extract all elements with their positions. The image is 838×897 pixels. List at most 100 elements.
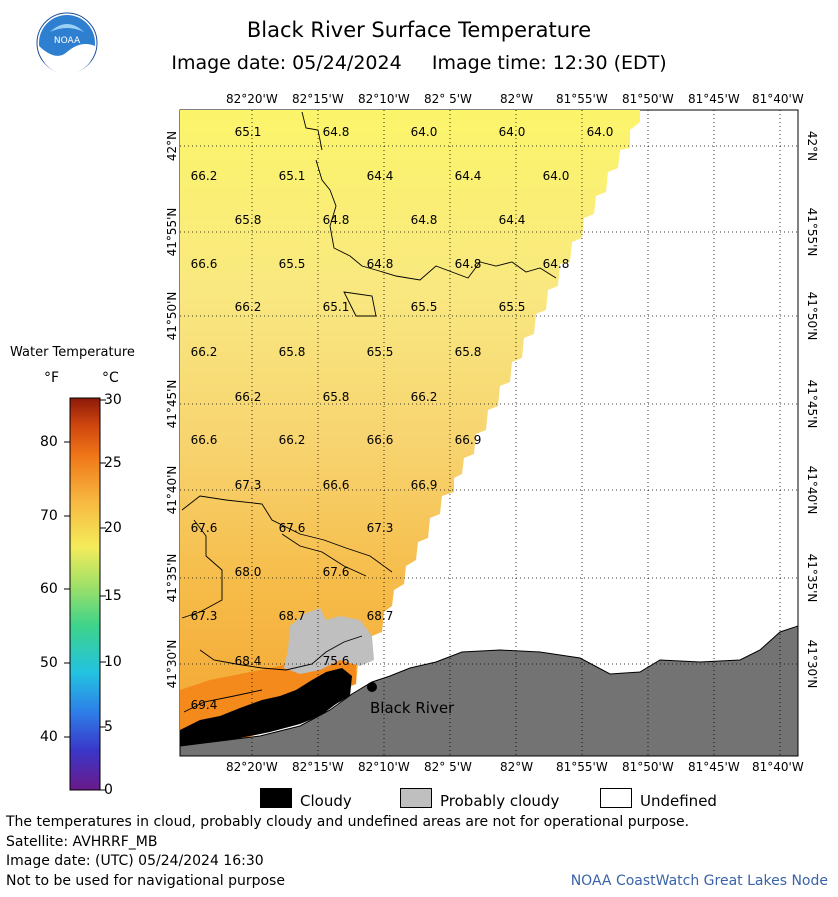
temperature-label: 66.2 [235,390,262,404]
lat-label-left: 41°55'N [165,207,179,257]
lat-label-left: 41°40'N [165,465,179,515]
graticule [180,110,798,756]
temperature-label: 66.9 [455,433,482,447]
temperature-label: 64.0 [543,169,570,183]
land-area [180,625,798,756]
lat-label-left: 41°35'N [165,553,179,603]
temperature-label: 65.8 [235,213,262,227]
lon-label-bottom: 81°45'W [688,760,740,774]
place-label-black-river: Black River [370,699,455,717]
lon-label-top: 82°10'W [358,92,410,106]
lon-label-bottom: 82° 5'W [424,760,472,774]
temperature-label: 65.5 [367,345,394,359]
key-undefined-label: Undefined [640,792,717,810]
cloudy-area [180,668,352,752]
legend-f-tick: 60 [40,581,58,597]
legend-c-tick: 15 [104,588,122,604]
temperature-label: 75.6 [323,654,350,668]
lon-label-bottom: 81°40'W [752,760,804,774]
lat-label-right: 41°30'N [805,639,819,689]
temperature-label: 66.6 [367,433,394,447]
temperature-label: 65.8 [279,345,306,359]
temperature-label: 64.0 [411,125,438,139]
legend-c-tick: 20 [104,520,122,536]
legend-c-tick: 30 [104,392,122,408]
temperature-label: 68.7 [367,609,394,623]
lon-label-top: 81°40'W [752,92,804,106]
temperature-label: 65.5 [499,300,526,314]
temperature-label: 64.0 [499,125,526,139]
temperature-label: 64.4 [367,169,394,183]
water-area [180,110,640,750]
black-river-marker [367,682,377,692]
temperature-label: 68.4 [235,654,262,668]
temperature-labels: 65.1 64.8 64.0 64.0 64.0 66.2 65.1 64.4 64.4 64.0… [191,125,614,712]
lon-label-top: 82° 5'W [424,92,472,106]
lon-label-top: 81°55'W [556,92,608,106]
temperature-label: 66.2 [191,169,218,183]
temperature-label: 65.8 [455,345,482,359]
legend-c-tick: 0 [104,782,113,798]
lat-label-right: 41°40'N [805,465,819,515]
temperature-label: 67.3 [191,609,218,623]
temperature-label: 65.5 [279,257,306,271]
temperature-label: 64.8 [543,257,570,271]
temperature-label: 65.1 [323,300,350,314]
lat-label-right: 41°45'N [805,379,819,429]
lon-label-top: 82°15'W [292,92,344,106]
temperature-label: 75.9 [279,698,306,712]
lat-label-left: 41°30'N [165,639,179,689]
temperature-label: 65.8 [323,390,350,404]
key-probably-cloudy-label: Probably cloudy [440,792,560,810]
noaa-logo: NOAA [36,12,98,74]
temperature-label: 66.2 [411,390,438,404]
temperature-label: 67.6 [191,521,218,535]
satellite-text: Satellite: AVHRRF_MB [6,834,158,850]
lon-label-bottom: 81°50'W [622,760,674,774]
legend-c-tick: 10 [104,654,122,670]
temperature-label: 66.6 [191,257,218,271]
temperature-label: 66.2 [279,433,306,447]
temperature-label: 67.6 [279,521,306,535]
lat-label-right: 42°N [805,130,819,162]
map-subtitle: Image date: 05/24/2024 Image time: 12:30… [171,52,667,74]
temperature-label: 64.8 [367,257,394,271]
temperature-label: 67.3 [367,521,394,535]
lon-label-bottom: 82°15'W [292,760,344,774]
navigation-warning: Not to be used for navigational purpose [6,873,285,889]
map-title: Black River Surface Temperature [246,18,592,42]
lat-label-right: 41°55'N [805,207,819,257]
lon-label-bottom: 82°W [500,760,534,774]
lon-label-top: 81°45'W [688,92,740,106]
temperature-label: 65.1 [235,125,262,139]
credit-link[interactable]: NOAA CoastWatch Great Lakes Node [570,873,828,889]
legend-unit-c: °C [102,370,119,386]
key-cloudy-swatch [260,788,292,808]
lat-label-left: 41°45'N [165,379,179,429]
legend-title: Water Temperature [10,345,135,360]
temperature-label: 64.8 [455,257,482,271]
temperature-label: 64.8 [323,125,350,139]
lon-label-top: 82°W [500,92,534,106]
lat-label-right: 41°50'N [805,291,819,341]
legend-f-tick: 80 [40,434,58,450]
legend-c-tick: 5 [104,719,113,735]
temperature-label: 64.4 [499,213,526,227]
utc-date-text: Image date: (UTC) 05/24/2024 16:30 [6,853,264,869]
temperature-label: 67.6 [323,565,350,579]
legend-c-tick: 25 [104,455,122,471]
lon-label-bottom: 82°20'W [226,760,278,774]
temperature-label: 66.9 [411,478,438,492]
lon-label-bottom: 81°55'W [556,760,608,774]
isotherm-lines [181,111,557,713]
temperature-label: 67.3 [235,478,262,492]
legend-f-tick: 70 [40,508,58,524]
temperature-label: 68.7 [279,609,306,623]
key-cloudy-label: Cloudy [300,792,352,810]
temperature-label: 66.2 [191,345,218,359]
legend-unit-f: °F [44,370,60,386]
temperature-label: 64.0 [587,125,614,139]
logo-text: NOAA [54,36,81,46]
lon-label-bottom: 82°10'W [358,760,410,774]
